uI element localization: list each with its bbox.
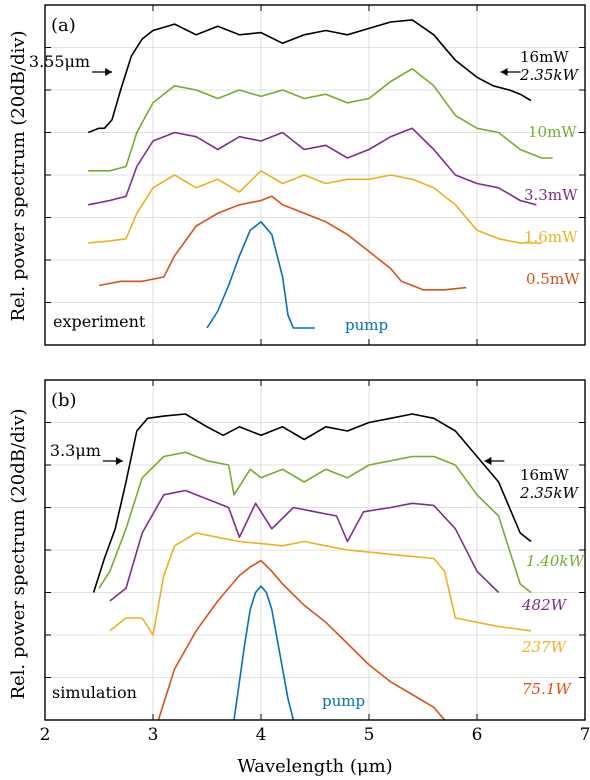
series-line-10mw xyxy=(88,68,553,172)
series-label: 482W xyxy=(521,596,568,614)
x-tick-label: 5 xyxy=(364,725,375,745)
series-label: 16mW xyxy=(520,466,569,484)
series-line-237w xyxy=(109,532,532,636)
arrow-head xyxy=(500,68,508,76)
series-line-pump xyxy=(206,221,315,329)
series-label: 0.5mW xyxy=(526,270,580,288)
arrow-head xyxy=(484,457,492,465)
series-label: 16mW xyxy=(520,48,569,66)
series-line-pump xyxy=(233,585,295,721)
series-line-1.40kw xyxy=(98,451,532,594)
series-label: 75.1W xyxy=(522,680,572,698)
series-line-16mw xyxy=(92,413,532,593)
arrow-head xyxy=(115,457,123,465)
series-line-75.1w xyxy=(157,559,446,721)
x-tick-label: 2 xyxy=(40,725,51,745)
series-label: 237W xyxy=(521,638,568,656)
panel-note-a: experiment xyxy=(53,312,146,331)
series-label: pump xyxy=(322,692,365,710)
series-line-482w xyxy=(109,489,500,602)
series-line-16mw xyxy=(87,19,532,134)
y-axis-title-b: Rel. power spectrum (20dB/div) xyxy=(8,408,29,699)
edge-mark-label: 3.3μm xyxy=(50,441,101,460)
y-axis-title-a: Rel. power spectrum (20dB/div) xyxy=(8,30,29,321)
plot-frame xyxy=(44,379,586,721)
series-label: 2.35kW xyxy=(519,484,579,502)
series-label: 10mW xyxy=(528,123,577,141)
x-tick-label: 4 xyxy=(256,725,267,745)
series-label: 3.3mW xyxy=(524,186,578,204)
panel-label-b: (b) xyxy=(51,390,77,411)
series-label: 1.40kW xyxy=(526,552,585,570)
x-tick-label: 6 xyxy=(472,725,483,745)
panel-note-b: simulation xyxy=(52,683,137,702)
x-tick-label: 3 xyxy=(148,725,159,745)
series-line-1.6mw xyxy=(88,170,542,244)
edge-mark-label: 3.55μm xyxy=(29,52,90,71)
series-line-3.3mw xyxy=(88,127,537,206)
x-axis-title: Wavelength (μm) xyxy=(237,756,392,777)
series-label: 2.35kW xyxy=(519,66,579,84)
arrow-head xyxy=(105,68,113,76)
panel-label-a: (a) xyxy=(51,15,76,36)
x-tick-label: 7 xyxy=(580,725,590,745)
series-label: pump xyxy=(345,316,388,334)
series-line-0.5mw xyxy=(98,195,467,291)
series-label: 1.6mW xyxy=(524,228,578,246)
plot-frame xyxy=(44,4,586,346)
